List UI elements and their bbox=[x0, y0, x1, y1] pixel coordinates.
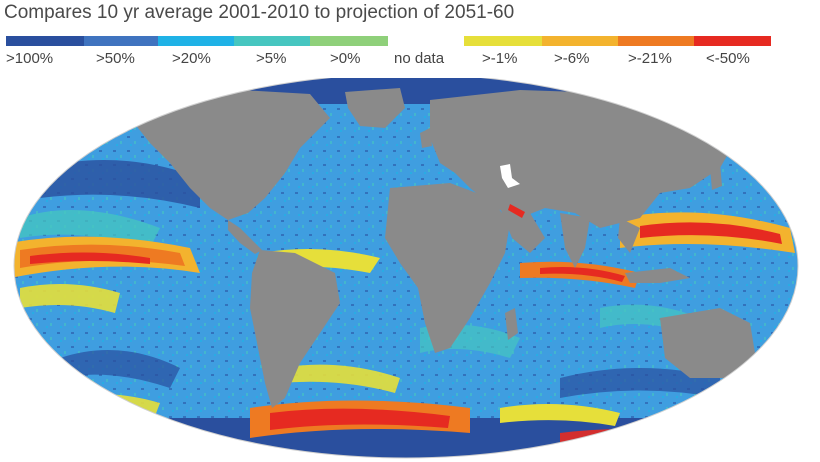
legend-swatch-gt5 bbox=[234, 36, 310, 46]
land-masses bbox=[130, 88, 755, 408]
australia bbox=[660, 308, 755, 378]
legend-label-no-data: no data bbox=[394, 50, 445, 67]
legend-labels: >100% >50% >20% >5% >0% no data >-1% >-6… bbox=[0, 50, 820, 70]
legend-color-bar bbox=[6, 36, 771, 46]
legend-swatch-gt20 bbox=[158, 36, 234, 46]
legend-swatch-gt100 bbox=[6, 36, 84, 46]
legend-swatch-no-data bbox=[388, 36, 464, 46]
legend-label-gt0: >0% bbox=[330, 50, 361, 67]
legend-label-gt-minus21: >-21% bbox=[628, 50, 672, 67]
world-map bbox=[13, 78, 799, 459]
eurasia bbox=[430, 90, 740, 228]
globe-outline bbox=[13, 78, 799, 459]
legend-label-gt-minus6: >-6% bbox=[554, 50, 590, 67]
legend-label-gt20: >20% bbox=[172, 50, 211, 67]
north-america bbox=[130, 90, 330, 220]
legend-swatch-gt-minus21 bbox=[618, 36, 694, 46]
arctic-band bbox=[14, 78, 798, 104]
africa bbox=[385, 183, 510, 353]
india bbox=[560, 213, 590, 268]
legend-label-gt5: >5% bbox=[256, 50, 287, 67]
map-title: Compares 10 yr average 2001-2010 to proj… bbox=[4, 2, 515, 23]
legend-label-gt-minus1: >-1% bbox=[482, 50, 518, 67]
caspian-sea-no-data bbox=[500, 164, 520, 188]
south-america bbox=[250, 250, 340, 408]
legend-swatch-gt-minus6 bbox=[542, 36, 618, 46]
legend-swatch-gt50 bbox=[84, 36, 158, 46]
greenland bbox=[345, 88, 405, 128]
legend-label-gt50: >50% bbox=[96, 50, 135, 67]
legend-label-lt-minus50: <-50% bbox=[706, 50, 750, 67]
legend-swatch-lt-minus50 bbox=[694, 36, 771, 46]
legend-swatch-gt-minus1 bbox=[464, 36, 542, 46]
legend-label-gt100: >100% bbox=[6, 50, 54, 67]
legend-swatch-gt0 bbox=[310, 36, 388, 46]
